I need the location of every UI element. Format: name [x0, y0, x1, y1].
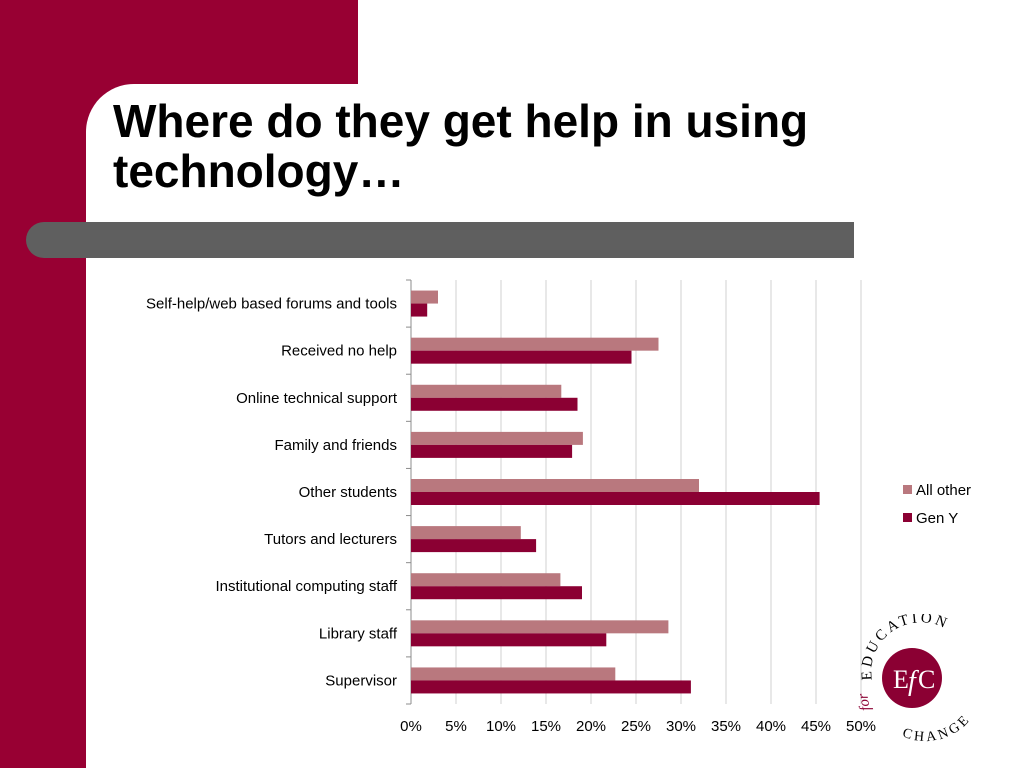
title-divider-bar	[26, 222, 854, 258]
category-label: Self-help/web based forums and tools	[146, 296, 397, 313]
x-tick-label: 25%	[621, 718, 651, 735]
category-label: Received no help	[281, 343, 397, 360]
logo-initial-e: E	[893, 665, 909, 694]
bar-gen-y	[411, 539, 537, 553]
x-tick-label: 20%	[576, 718, 606, 735]
bar-gen-y	[411, 680, 691, 694]
logo-circle	[882, 648, 942, 708]
bar-all-other	[411, 337, 659, 351]
category-label: Institutional computing staff	[216, 578, 398, 595]
logo-bottom-text: CHANGE	[901, 711, 975, 745]
bar-all-other	[411, 384, 562, 398]
logo-bottom-textpath: CHANGE	[901, 711, 972, 745]
bar-gen-y	[411, 303, 428, 317]
bar-all-other	[411, 290, 438, 304]
category-label: Tutors and lecturers	[264, 531, 397, 548]
efc-logo: E f C EDUCATION CHANGE for	[858, 614, 975, 745]
x-tick-label: 15%	[531, 718, 561, 735]
x-tick-label: 10%	[486, 718, 516, 735]
bar-all-other	[411, 620, 669, 634]
category-label: Online technical support	[236, 390, 398, 407]
logo-side-text: for	[858, 692, 874, 712]
x-tick-label: 0%	[400, 718, 422, 735]
legend-label: Gen Y	[916, 510, 958, 527]
x-tick-label: 35%	[711, 718, 741, 735]
bar-gen-y	[411, 397, 578, 411]
x-tick-label: 5%	[445, 718, 467, 735]
category-label: Supervisor	[325, 672, 397, 689]
logo-initial-c: C	[918, 665, 935, 694]
bar-gen-y	[411, 633, 607, 647]
bar-gen-y	[411, 350, 632, 364]
category-label: Library staff	[319, 625, 398, 642]
x-tick-label: 45%	[801, 718, 831, 735]
bar-all-other	[411, 667, 616, 681]
bar-gen-y	[411, 444, 573, 458]
bar-all-other	[411, 526, 521, 540]
bar-all-other	[411, 573, 561, 587]
x-tick-label: 50%	[846, 718, 876, 735]
legend-swatch	[903, 513, 912, 522]
bar-gen-y	[411, 586, 582, 600]
legend-label: All other	[916, 482, 971, 499]
legend-swatch	[903, 485, 912, 494]
slide-title: Where do they get help in using technolo…	[113, 95, 809, 197]
category-label: Family and friends	[274, 437, 397, 454]
x-tick-label: 40%	[756, 718, 786, 735]
bar-all-other	[411, 479, 699, 492]
content-panel	[86, 84, 1024, 768]
category-label: Other students	[299, 484, 397, 501]
bar-all-other	[411, 431, 583, 445]
logo-initial-f: f	[908, 666, 919, 697]
bar-gen-y	[411, 492, 820, 505]
x-tick-label: 30%	[666, 718, 696, 735]
